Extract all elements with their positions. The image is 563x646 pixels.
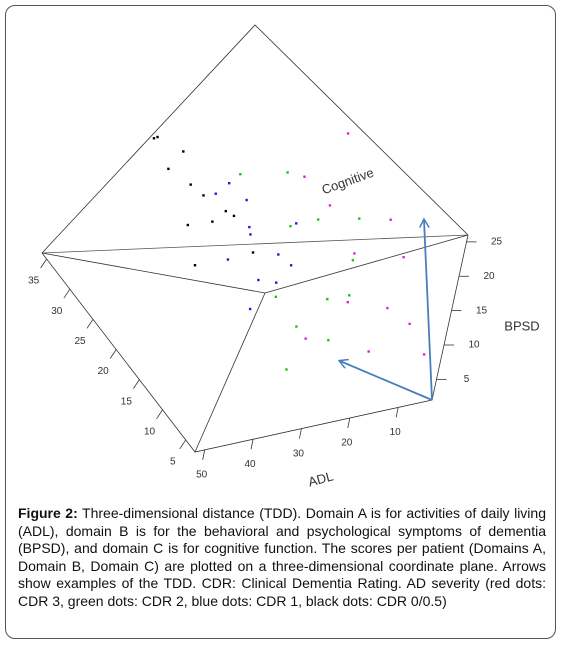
data-point <box>351 259 355 262</box>
data-point <box>289 264 293 267</box>
y-tick-label: 25 <box>74 336 86 347</box>
data-point <box>389 218 392 221</box>
data-point <box>386 306 389 310</box>
y-tick <box>109 349 117 359</box>
data-point <box>328 204 332 207</box>
figure-frame <box>5 5 556 639</box>
data-point <box>167 167 170 171</box>
y-tick <box>156 409 163 420</box>
data-point <box>358 217 361 220</box>
data-point <box>156 135 159 139</box>
box <box>41 24 469 453</box>
data-point <box>348 294 351 297</box>
y-tick-label: 30 <box>51 306 63 317</box>
data-point <box>422 353 426 356</box>
points <box>152 132 426 371</box>
x-tick <box>299 428 302 439</box>
x-axis-label: ADL <box>307 468 335 489</box>
x-tick <box>250 439 254 450</box>
x-tick-label: 20 <box>341 438 353 449</box>
box-edge <box>264 234 469 294</box>
data-point <box>316 218 320 221</box>
data-point <box>189 183 192 186</box>
x-tick-label: 10 <box>390 427 402 438</box>
box-edge <box>41 252 266 294</box>
caption-label: Figure 2: <box>18 505 78 521</box>
x-tick <box>395 407 399 418</box>
z-tick-label: 10 <box>468 340 480 351</box>
y-tick-label: 20 <box>98 366 110 377</box>
data-point <box>289 224 292 228</box>
z-tick-label: 5 <box>464 374 470 385</box>
data-point <box>186 223 190 227</box>
data-point <box>226 258 230 261</box>
data-point <box>211 220 214 223</box>
x-tick <box>202 449 206 460</box>
data-point <box>193 264 197 267</box>
y-axis-label: Cognitive <box>320 165 376 198</box>
data-point <box>214 192 217 195</box>
caption-text: Three-dimensional distance (TDD). Domain… <box>18 505 546 609</box>
z-tick-label: 25 <box>491 237 503 248</box>
data-point <box>346 132 350 135</box>
x-tick-label: 40 <box>244 459 256 470</box>
data-point <box>232 214 236 218</box>
data-point <box>202 194 205 197</box>
data-point <box>152 137 156 140</box>
x-tick-label: 30 <box>293 448 305 459</box>
caption: Figure 2: Three-dimensional distance (TD… <box>18 505 546 610</box>
arrow <box>424 220 433 401</box>
chart: Cognitive BPSD ADL 10 20 30 40 50 5 10 15 20 25 30… <box>28 24 540 489</box>
data-point <box>277 253 280 256</box>
data-point <box>408 322 411 326</box>
data-point <box>182 150 185 153</box>
data-point <box>239 173 242 176</box>
data-point <box>326 297 329 301</box>
data-point <box>295 222 298 225</box>
z-axis-label: BPSD <box>504 318 539 333</box>
y-tick <box>179 439 187 450</box>
arrow <box>340 361 433 401</box>
box-edge <box>41 234 469 254</box>
x-tick-label: 50 <box>196 470 208 481</box>
data-point <box>303 175 306 178</box>
data-point <box>245 198 248 202</box>
y-tick <box>133 379 140 389</box>
y-tick <box>40 258 47 269</box>
y-tick <box>63 288 71 299</box>
data-point <box>257 278 260 282</box>
data-point <box>274 295 278 299</box>
data-point <box>304 337 307 340</box>
data-point <box>285 368 288 371</box>
y-tick <box>86 319 94 329</box>
y-tick-label: 35 <box>28 276 40 287</box>
data-point <box>286 171 289 174</box>
z-tick-label: 20 <box>483 271 495 282</box>
x-tick <box>347 417 351 429</box>
y-tick-label: 10 <box>144 426 156 437</box>
box-outline <box>41 24 469 453</box>
data-point <box>367 350 370 353</box>
data-point <box>249 233 252 236</box>
data-point <box>275 281 278 284</box>
y-tick-label: 15 <box>121 396 133 407</box>
data-point <box>295 325 298 328</box>
y-tick-label: 5 <box>170 457 176 468</box>
data-point <box>248 225 251 229</box>
data-point <box>248 307 252 311</box>
data-point <box>227 182 231 185</box>
z-tick-label: 15 <box>476 305 488 316</box>
box-edge <box>194 292 266 453</box>
data-point <box>224 209 227 213</box>
data-point <box>402 255 405 259</box>
data-point <box>346 300 349 304</box>
data-point <box>251 251 255 254</box>
data-point <box>327 338 330 342</box>
data-point <box>353 252 356 255</box>
